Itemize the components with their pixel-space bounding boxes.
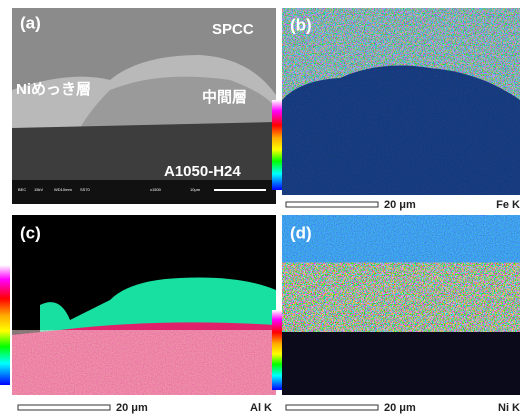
panel-label: (c) <box>20 223 41 242</box>
element-label: Al K <box>250 402 272 414</box>
scale-bar <box>18 405 110 410</box>
scale-bar <box>286 202 378 207</box>
map-noise <box>12 330 276 395</box>
annotation: SPCC <box>212 21 254 38</box>
scale-text: 20 μm <box>384 402 416 414</box>
scale-text: 20 μm <box>116 402 148 414</box>
element-label: Ni K <box>498 402 520 414</box>
panel-label: (d) <box>290 223 312 242</box>
color-bar <box>272 310 282 390</box>
footer-text: WD10mm <box>54 187 72 192</box>
footer-text: 15kV <box>34 187 43 192</box>
scale-text: 20 μm <box>384 199 416 211</box>
substrate <box>282 332 520 395</box>
footer-text: BEC <box>18 187 26 192</box>
scale-bar <box>286 405 378 410</box>
map-noise <box>282 8 520 195</box>
panel-a: (a) SPCC Niめっき層 中間層 A1050-H24 BEC 15kV W… <box>12 8 276 204</box>
panel-c: (c) 20 μm Al K <box>0 215 276 414</box>
footer-text: x1500 <box>150 187 162 192</box>
panel-b: (b) 20 μm Fe K <box>272 8 520 211</box>
annotation: Niめっき層 <box>16 81 91 98</box>
annotation: A1050-H24 <box>164 163 241 180</box>
figure: (a) SPCC Niめっき層 中間層 A1050-H24 BEC 15kV W… <box>0 0 527 416</box>
color-bar <box>272 100 282 190</box>
color-bar <box>0 265 10 385</box>
footer-text: 10μm <box>190 187 201 192</box>
panel-label: (a) <box>20 13 41 32</box>
element-label: Fe K <box>496 199 520 211</box>
footer-text: SS70 <box>80 187 91 192</box>
sem-footer <box>12 180 276 204</box>
annotation: 中間層 <box>202 88 247 106</box>
panel-label: (b) <box>290 15 312 34</box>
panel-d: (d) 20 μm Ni K <box>272 215 520 414</box>
